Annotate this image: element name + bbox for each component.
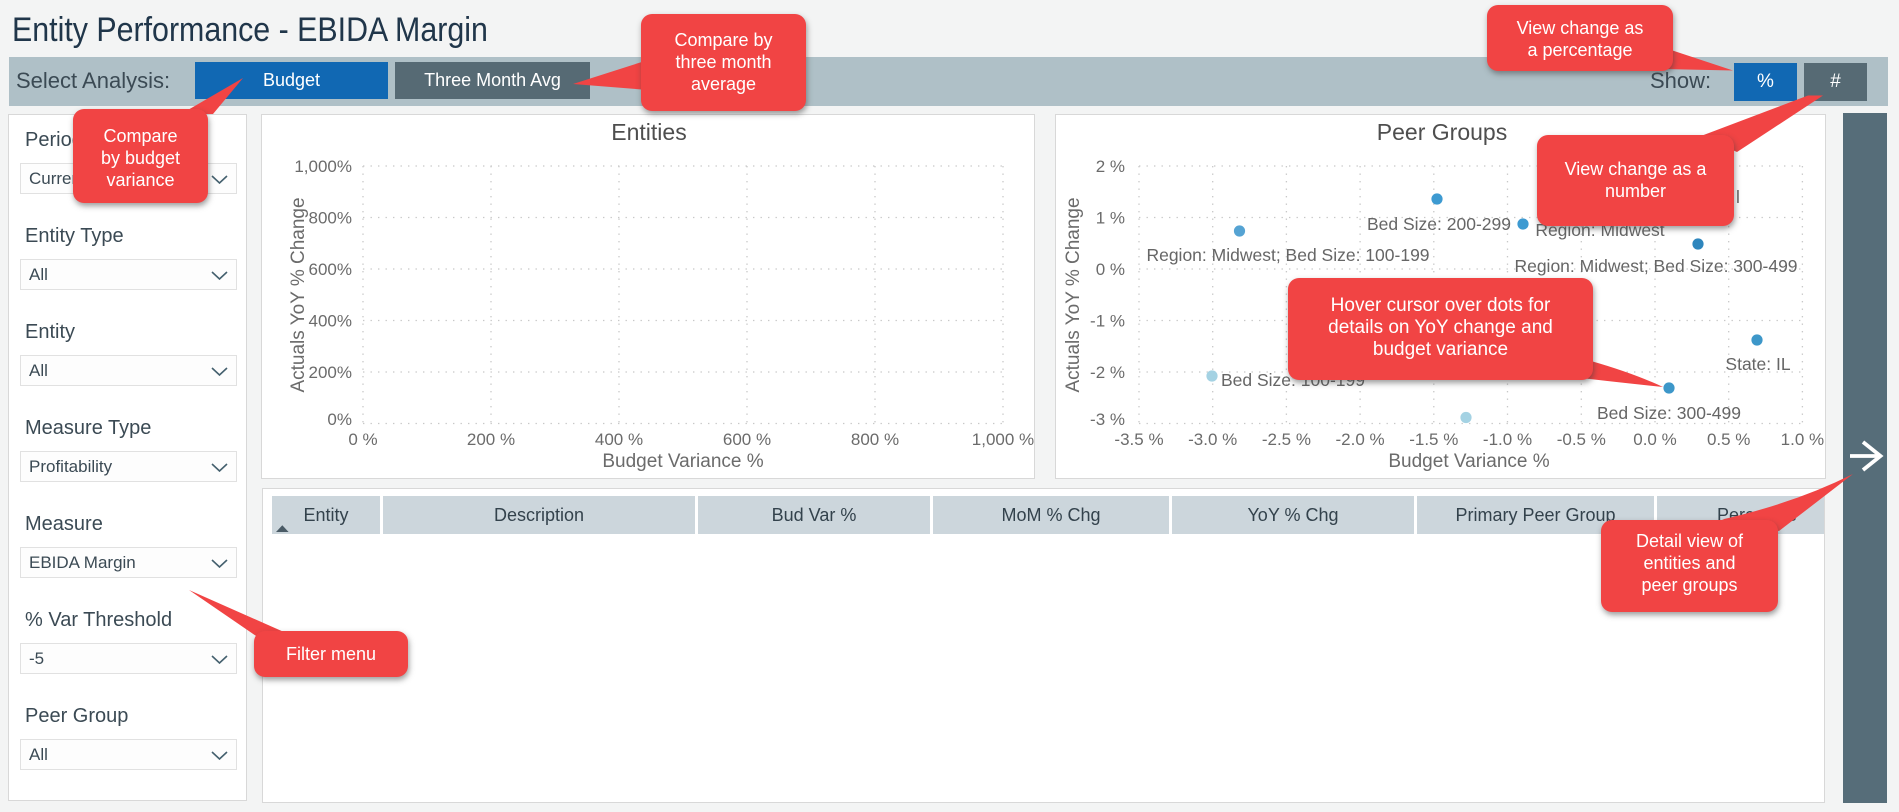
svg-text:0%: 0% [327, 410, 352, 429]
svg-text:-1 %: -1 % [1090, 312, 1125, 331]
svg-text:-3 %: -3 % [1090, 410, 1125, 429]
svg-text:800 %: 800 % [851, 430, 899, 449]
svg-text:600 %: 600 % [723, 430, 771, 449]
svg-text:1,000%: 1,000% [294, 157, 352, 176]
svg-text:1 %: 1 % [1096, 209, 1125, 228]
svg-text:Budget Variance %: Budget Variance % [1388, 451, 1549, 472]
svg-text:Entities: Entities [611, 119, 686, 145]
svg-text:Actuals YoY % Change: Actuals YoY % Change [1063, 197, 1084, 392]
svg-text:400 %: 400 % [595, 430, 643, 449]
svg-text:Peer Groups: Peer Groups [1377, 119, 1507, 145]
svg-text:l: l [1736, 187, 1740, 207]
svg-text:Region: Midwest; Bed Size: 100: Region: Midwest; Bed Size: 100-199 [1146, 245, 1429, 265]
svg-text:1.0 %: 1.0 % [1781, 430, 1824, 449]
svg-text:Region: Midwest; Bed Size: 300: Region: Midwest; Bed Size: 300-499 [1514, 256, 1797, 276]
svg-text:200 %: 200 % [467, 430, 515, 449]
svg-text:-1.0 %: -1.0 % [1483, 430, 1532, 449]
svg-text:0.0 %: 0.0 % [1633, 430, 1676, 449]
svg-text:-2.0 %: -2.0 % [1336, 430, 1385, 449]
svg-text:1,000 %: 1,000 % [972, 430, 1034, 449]
svg-text:Budget Variance %: Budget Variance % [602, 451, 763, 472]
svg-text:200%: 200% [309, 363, 352, 382]
svg-text:600%: 600% [309, 260, 352, 279]
svg-text:Actuals YoY % Change: Actuals YoY % Change [288, 197, 309, 392]
svg-text:400%: 400% [309, 312, 352, 331]
svg-text:State: IL: State: IL [1725, 354, 1790, 374]
svg-text:Bed Size: 300-499: Bed Size: 300-499 [1597, 403, 1741, 423]
svg-text:-3.0 %: -3.0 % [1188, 430, 1237, 449]
svg-text:2 %: 2 % [1096, 157, 1125, 176]
svg-text:-2 %: -2 % [1090, 363, 1125, 382]
svg-text:0 %: 0 % [348, 430, 377, 449]
svg-text:0.5 %: 0.5 % [1707, 430, 1750, 449]
svg-text:-1.5 %: -1.5 % [1409, 430, 1458, 449]
svg-text:0 %: 0 % [1096, 260, 1125, 279]
svg-text:-3.5 %: -3.5 % [1114, 430, 1163, 449]
svg-text:Bed Size: 200-299: Bed Size: 200-299 [1367, 214, 1511, 234]
svg-text:-2.5 %: -2.5 % [1262, 430, 1311, 449]
svg-text:800%: 800% [309, 209, 352, 228]
svg-text:-0.5 %: -0.5 % [1557, 430, 1606, 449]
